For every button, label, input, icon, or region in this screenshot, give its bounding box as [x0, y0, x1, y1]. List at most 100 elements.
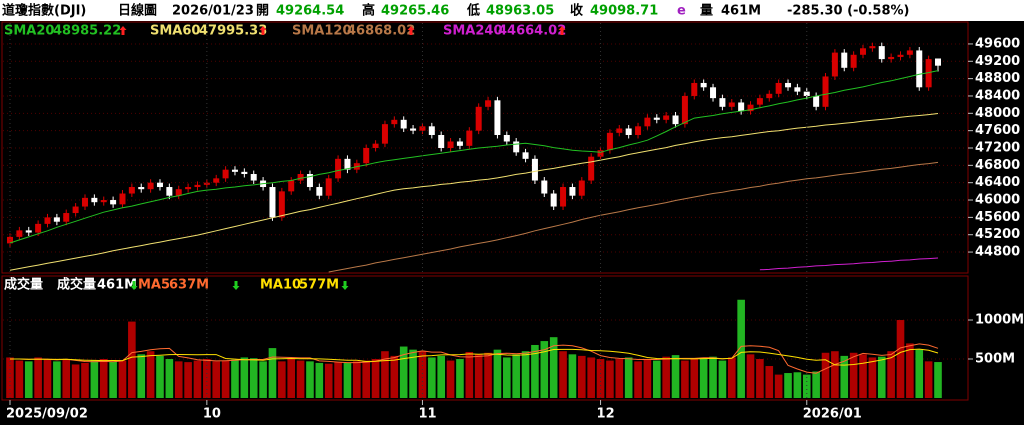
- candle-body: [541, 180, 548, 194]
- volume-bar: [849, 352, 858, 398]
- candle-body: [44, 217, 51, 224]
- candle-body: [841, 52, 848, 68]
- volume-bar: [193, 360, 202, 398]
- candle-body: [522, 152, 529, 159]
- trend-arrow: [130, 281, 138, 290]
- ma-line: [9, 70, 939, 244]
- legend-name: MA10: [260, 278, 301, 293]
- volume-bar: [146, 351, 155, 398]
- candle-body: [635, 126, 642, 135]
- candle-body: [250, 174, 257, 181]
- volume-bar: [793, 372, 802, 398]
- volume-bar: [315, 362, 324, 398]
- trend-arrow: [259, 26, 267, 35]
- volume-bar: [446, 360, 455, 398]
- candle-body: [906, 50, 913, 55]
- volume-bar: [549, 337, 558, 398]
- volume-bar: [503, 357, 511, 398]
- y-tick-label: 47600: [975, 123, 1020, 138]
- legend-value: 46868.02: [347, 24, 415, 39]
- volume-bar: [81, 362, 89, 398]
- volume-bar: [34, 357, 42, 398]
- candle-body: [410, 128, 417, 131]
- volume-bar: [587, 357, 595, 398]
- x-tick-label: 10: [203, 407, 221, 422]
- candle-body: [485, 100, 492, 107]
- volume-bar: [484, 352, 492, 398]
- volume-bar: [727, 357, 736, 398]
- volume-bar: [362, 360, 371, 398]
- volume-bar: [868, 357, 877, 398]
- candle-body: [560, 187, 567, 207]
- ma-line: [10, 348, 939, 366]
- volume-bar: [109, 361, 117, 398]
- y-tick-label: 500M: [975, 352, 1015, 367]
- candle-body: [16, 230, 23, 237]
- volume-bar: [521, 351, 530, 398]
- volume-bar: [287, 358, 296, 398]
- header-value: 49098.71: [590, 4, 658, 19]
- header-title: 道瓊指數(DJI): [2, 3, 86, 19]
- candle-body: [400, 119, 407, 129]
- volume-bar: [606, 360, 614, 398]
- candle-body: [869, 46, 876, 49]
- x-tick-label: 11: [418, 407, 436, 422]
- volume-bar: [652, 360, 661, 398]
- volume-bar: [746, 354, 755, 398]
- legend-value: 577M: [299, 278, 339, 293]
- header-volume: 461M: [721, 4, 761, 19]
- legend-value: 44664.02: [498, 24, 566, 39]
- header-flag: e: [677, 4, 686, 19]
- volume-bar: [240, 357, 249, 398]
- candle-body: [63, 213, 70, 222]
- candle-body: [513, 141, 520, 153]
- volume-bar: [915, 349, 924, 398]
- candle-body: [194, 184, 201, 188]
- volume-bar: [306, 361, 314, 398]
- volume-bar: [90, 360, 99, 398]
- volume-bar: [474, 354, 483, 398]
- volume-bar: [812, 371, 820, 398]
- candle-body: [813, 95, 820, 107]
- volume-bar: [924, 361, 933, 398]
- volume-bar: [671, 355, 680, 398]
- y-tick-label: 49200: [975, 54, 1020, 69]
- volume-bar: [737, 299, 745, 398]
- volume-bar: [381, 351, 389, 398]
- legend-name: 成交量: [57, 277, 96, 293]
- volume-bar: [343, 362, 352, 398]
- volume-panel: [1, 275, 969, 401]
- volume-bar: [709, 356, 717, 398]
- volume-bar: [877, 356, 886, 398]
- volume-bar: [259, 361, 267, 398]
- candle-body: [719, 98, 726, 107]
- x-tick-label: 2026/01: [803, 407, 862, 422]
- volume-bar: [212, 361, 221, 398]
- header-period: 日線圖: [118, 3, 157, 19]
- volume-bar: [615, 359, 624, 398]
- candle-body: [110, 200, 117, 205]
- volume-bar: [71, 364, 80, 398]
- volume-bar: [624, 357, 633, 398]
- candle-body: [53, 217, 60, 222]
- volume-bar: [577, 355, 586, 398]
- volume-bar: [887, 351, 895, 398]
- candle-body: [372, 143, 379, 148]
- volume-bar: [934, 362, 942, 398]
- volume-bar: [184, 362, 192, 398]
- candle-body: [860, 48, 867, 55]
- candle-body: [363, 148, 370, 164]
- candle-body: [691, 82, 698, 96]
- candle-body: [738, 102, 745, 112]
- candle-body: [381, 124, 388, 144]
- candle-body: [128, 187, 135, 194]
- candle-body: [119, 193, 126, 205]
- candle-body: [663, 115, 670, 120]
- candle-body: [344, 158, 351, 170]
- volume-bar: [371, 359, 380, 398]
- volume-bar: [231, 359, 239, 398]
- candle-body: [850, 54, 857, 68]
- candle-body: [606, 132, 613, 151]
- volume-bar: [821, 352, 830, 398]
- y-tick-label: 47200: [975, 141, 1020, 156]
